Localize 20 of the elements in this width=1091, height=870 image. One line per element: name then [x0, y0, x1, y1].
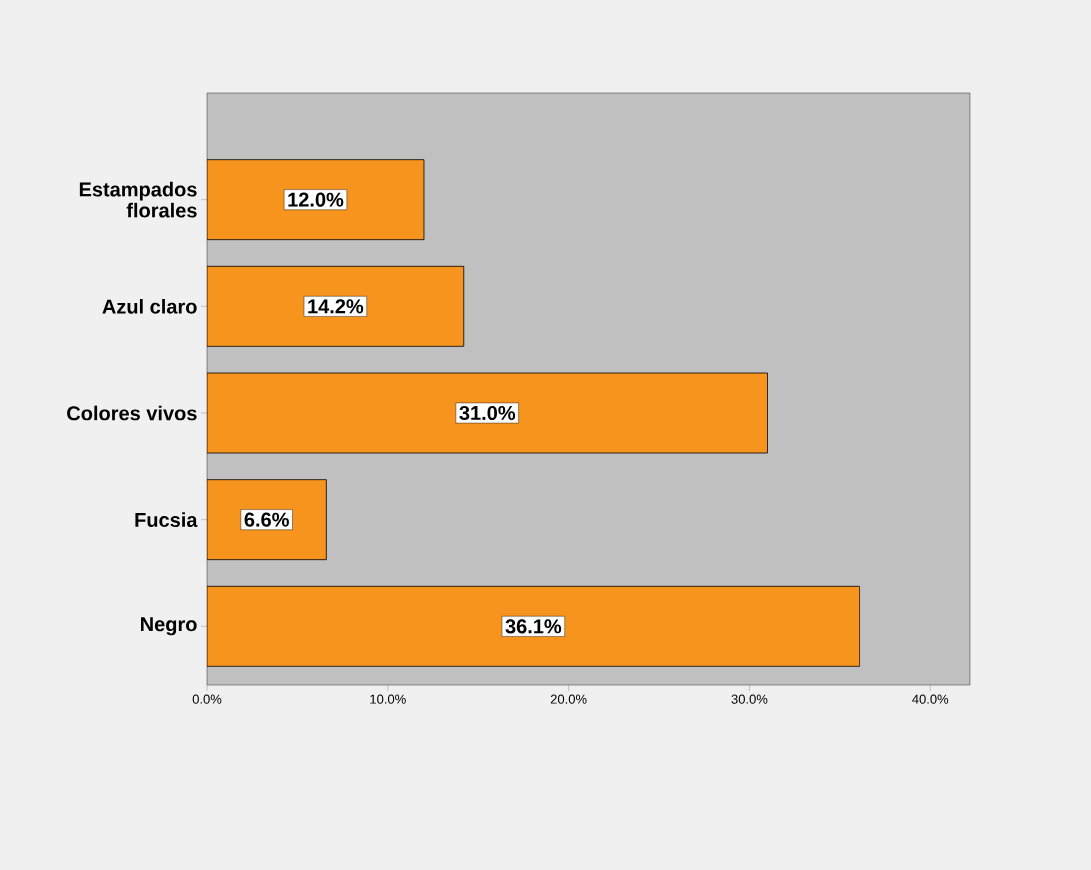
data-label: 6.6% [244, 512, 289, 527]
data-label: 12.0% [288, 192, 344, 207]
x-tick-label: 40.0% [912, 694, 949, 704]
y-tick-label: Fucsia [135, 512, 198, 528]
data-label: 31.0% [459, 405, 516, 421]
data-label: 36.1% [505, 619, 562, 634]
y-tick-label: Azul claro [102, 298, 197, 314]
x-tick-label: 10.0% [370, 694, 406, 704]
bar [207, 585, 861, 667]
y-tick-label: Estampados florales [79, 181, 197, 218]
bar [207, 479, 327, 561]
y-tick-label: Negro [141, 617, 197, 636]
bar [207, 265, 465, 347]
x-tick-label: 30.0% [731, 694, 768, 704]
x-tick-label: 20.0% [550, 694, 587, 704]
bar [207, 159, 425, 241]
y-tick-label: Colores vivos [67, 405, 197, 421]
x-tick-label: 0.0% [192, 694, 222, 704]
bar [207, 372, 768, 454]
data-label: 14.2% [308, 299, 364, 314]
